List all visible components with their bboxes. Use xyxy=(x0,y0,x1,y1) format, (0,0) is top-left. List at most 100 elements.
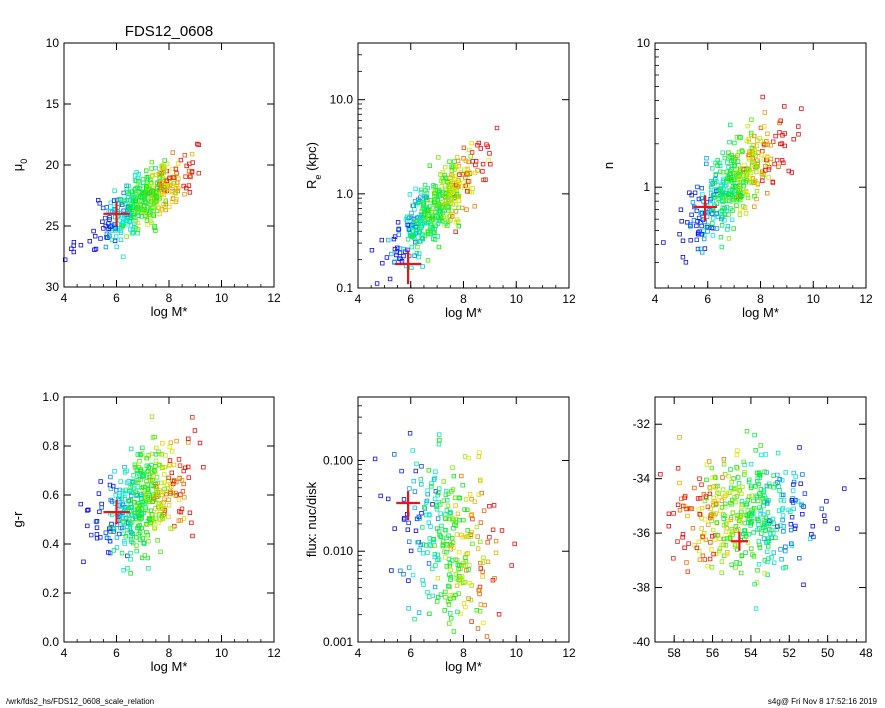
data-point xyxy=(723,529,729,534)
data-point xyxy=(410,203,415,208)
panel-gr: 4 6 8 10 12 0.0 0.2 0.4 0.6 0.8 1.0 log M* g-r xyxy=(10,390,281,674)
data-point xyxy=(764,470,769,475)
data-point xyxy=(730,497,735,503)
data-point xyxy=(695,184,700,190)
data-point xyxy=(798,481,803,486)
data-point xyxy=(436,155,441,160)
data-point xyxy=(144,456,150,461)
data-point xyxy=(755,163,760,169)
data-point xyxy=(685,220,690,225)
data-point xyxy=(159,506,164,511)
y-tick-label: 0.2 xyxy=(42,586,59,600)
data-point xyxy=(713,194,718,200)
data-point xyxy=(705,563,710,569)
data-point xyxy=(167,462,172,467)
data-point xyxy=(417,218,422,224)
data-point xyxy=(799,502,804,508)
data-point xyxy=(473,158,479,164)
data-point xyxy=(409,210,414,216)
data-point xyxy=(487,503,492,509)
data-point xyxy=(183,174,188,179)
y-tick-label: -32 xyxy=(633,417,651,431)
data-point xyxy=(432,194,437,199)
data-point xyxy=(699,232,704,237)
data-point xyxy=(810,524,815,529)
data-point xyxy=(445,179,450,185)
data-point xyxy=(700,250,705,255)
data-point xyxy=(700,533,705,538)
data-point xyxy=(733,565,738,570)
data-point xyxy=(121,491,126,496)
data-point xyxy=(774,527,779,532)
data-point xyxy=(406,578,411,583)
y-tick-label: 10.0 xyxy=(330,93,354,107)
data-point xyxy=(450,173,455,179)
data-point xyxy=(752,581,757,587)
data-point xyxy=(739,502,744,507)
data-point xyxy=(732,542,738,548)
data-point xyxy=(737,561,742,566)
data-point xyxy=(496,612,502,617)
data-point xyxy=(763,452,769,457)
data-point xyxy=(494,125,500,131)
data-point xyxy=(755,527,760,532)
data-point xyxy=(142,553,147,558)
data-point xyxy=(93,519,99,524)
data-point xyxy=(478,539,483,545)
data-point xyxy=(737,518,742,523)
x-axis-label: log M* xyxy=(445,305,482,320)
data-point xyxy=(714,226,720,231)
data-point xyxy=(401,253,406,259)
data-point xyxy=(154,445,159,451)
y-axis-label: flux: nuc/disk xyxy=(304,481,319,557)
data-point xyxy=(474,524,480,530)
data-point xyxy=(161,170,166,175)
data-point xyxy=(730,510,735,516)
data-point xyxy=(143,522,149,527)
data-point xyxy=(705,504,711,509)
data-point xyxy=(692,485,697,491)
data-point xyxy=(419,482,424,487)
y-tick-label: 0.010 xyxy=(323,544,353,558)
data-point xyxy=(739,148,745,153)
data-point xyxy=(456,550,462,555)
data-point xyxy=(407,486,412,491)
data-point xyxy=(192,428,198,433)
data-point xyxy=(401,572,406,577)
data-point xyxy=(416,254,421,260)
data-point xyxy=(120,202,125,207)
data-point xyxy=(465,189,470,194)
data-point xyxy=(156,449,161,454)
data-point xyxy=(735,448,740,453)
data-point xyxy=(700,534,705,539)
data-point xyxy=(440,543,445,549)
data-point xyxy=(146,474,152,480)
data-point xyxy=(430,206,435,211)
data-point xyxy=(754,169,759,175)
data-point xyxy=(153,452,159,457)
data-point xyxy=(709,565,715,570)
data-point xyxy=(450,487,456,492)
data-point xyxy=(715,490,720,495)
data-point xyxy=(409,244,414,250)
data-point xyxy=(757,473,762,478)
data-point xyxy=(410,448,415,453)
data-point xyxy=(748,510,753,516)
data-point xyxy=(775,524,780,529)
data-point xyxy=(104,205,109,210)
data-point xyxy=(811,534,816,540)
y-axis-label: n xyxy=(601,162,616,169)
data-point xyxy=(721,512,726,517)
data-point xyxy=(788,522,794,527)
data-point xyxy=(103,244,109,250)
data-point xyxy=(729,485,734,490)
data-point xyxy=(131,214,136,220)
data-point xyxy=(128,557,133,562)
data-point xyxy=(163,199,168,204)
data-point xyxy=(699,223,704,229)
data-point xyxy=(757,136,762,141)
data-point xyxy=(132,462,137,467)
data-point xyxy=(71,249,76,255)
data-point xyxy=(411,478,416,484)
data-point xyxy=(450,465,455,470)
